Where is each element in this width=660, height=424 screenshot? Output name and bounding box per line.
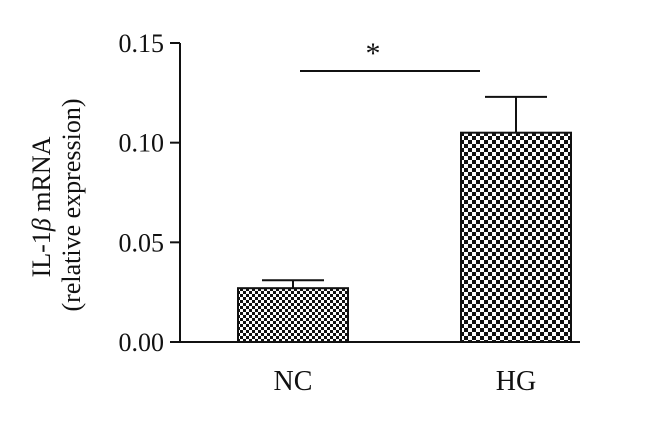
y-axis-label-line1: IL-1β mRNA: [27, 136, 56, 277]
x-category-label: NC: [274, 366, 313, 397]
y-tick-label: 0.00: [119, 328, 165, 357]
bar-hg: [460, 131, 572, 343]
y-axis-label-line2: (relative expression): [57, 99, 86, 312]
bar-nc: [237, 287, 349, 343]
significance-marker: *: [366, 37, 381, 70]
x-category-label: HG: [496, 366, 536, 397]
y-tick-label: 0.05: [119, 228, 165, 257]
y-tick-label: 0.10: [119, 129, 165, 158]
y-tick-label: 0.15: [119, 29, 165, 58]
